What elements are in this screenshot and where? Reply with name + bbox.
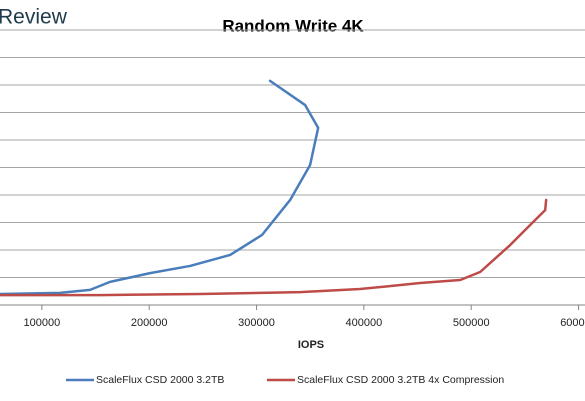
line [0,79,320,296]
x-tick-label: 300000 [238,317,275,329]
chart-title: Random Write 4K [222,16,364,35]
legend-label: ScaleFlux CSD 2000 3.2TB 4x Compression [297,374,504,386]
x-tick-label: 600000 [560,317,585,329]
x-tick-label: 500000 [453,317,490,329]
x-tick-label: 400000 [346,317,383,329]
x-tick-label: 200000 [131,317,168,329]
brand: Review [0,6,68,29]
x-axis-title: IOPS [298,339,324,351]
x-tick-label: 100000 [24,317,61,329]
legend-label: ScaleFlux CSD 2000 3.2TB [96,374,224,386]
line [0,198,548,297]
